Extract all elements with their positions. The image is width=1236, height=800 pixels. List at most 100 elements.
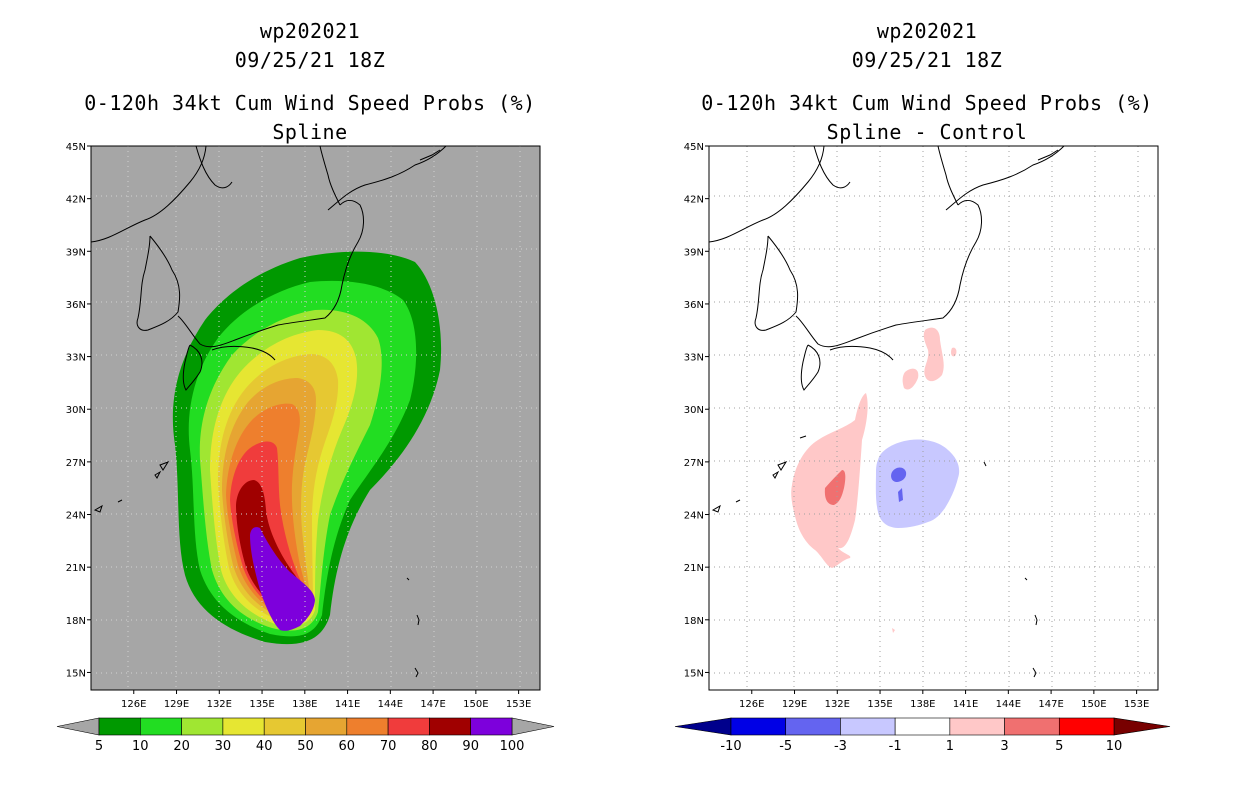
- colorbar-label: 90: [462, 739, 479, 754]
- x-tick-label: 153E: [1124, 699, 1149, 710]
- colorbar-label: -5: [779, 739, 792, 754]
- left-datetime: 09/25/21 18Z: [234, 48, 386, 72]
- colorbar-segment: [730, 717, 787, 736]
- y-tick-label: 33N: [66, 353, 86, 364]
- colorbar-segment: [470, 717, 513, 736]
- x-tick-label: 135E: [867, 699, 892, 710]
- colorbar-label: 60: [339, 739, 356, 754]
- colorbar-label: 20: [173, 739, 190, 754]
- colorbar-segment: [140, 717, 182, 736]
- x-tick-label: 144E: [378, 699, 403, 710]
- contour-pos-1d: [951, 347, 957, 357]
- colorbar-label: 80: [421, 739, 438, 754]
- left-chart-subtitle: Spline: [272, 120, 348, 144]
- right-colorbar: -10 -5 -3 -1 1 3 5 10: [674, 717, 1171, 754]
- x-tick-label: 141E: [335, 699, 360, 710]
- colorbar-label: -10: [720, 739, 741, 754]
- y-tick-label: 24N: [66, 511, 86, 522]
- right-contours: [791, 327, 960, 633]
- colorbar-segment: [98, 717, 141, 736]
- y-tick-label: 15N: [684, 668, 704, 679]
- x-tick-label: 126E: [121, 699, 146, 710]
- left-chart-title: 0-120h 34kt Cum Wind Speed Probs (%): [84, 91, 536, 115]
- colorbar-segment: [949, 717, 1005, 736]
- y-tick-label: 15N: [66, 668, 86, 679]
- left-plot-frame: [90, 145, 541, 691]
- left-islands: [93, 461, 420, 678]
- colorbar-segment: [181, 717, 224, 736]
- y-tick-label: 18N: [684, 616, 704, 627]
- colorbar-label: 5: [1055, 739, 1063, 754]
- x-tick-label: 147E: [420, 699, 445, 710]
- x-tick-label: 147E: [1038, 699, 1063, 710]
- colorbar-segment: [1058, 717, 1115, 736]
- y-tick-label: 27N: [66, 458, 86, 469]
- contour-90: [250, 527, 315, 631]
- y-tick-label: 18N: [66, 616, 86, 627]
- right-plot-frame: [708, 145, 1159, 691]
- y-tick-label: 45N: [684, 142, 704, 153]
- x-tick-label: 132E: [207, 699, 232, 710]
- left-coastlines: [91, 146, 447, 391]
- colorbar-label: 50: [297, 739, 314, 754]
- x-tick-label: 126E: [739, 699, 764, 710]
- right-chart-subtitle: Spline - Control: [826, 120, 1028, 144]
- contour-pos-1c: [923, 327, 944, 382]
- contour-pos-1: [791, 393, 868, 568]
- colorbar-under-arrow: [674, 717, 732, 736]
- right-coastlines: [709, 146, 1065, 391]
- right-storm-id: wp202021: [876, 19, 978, 43]
- colorbar-segment: [1004, 717, 1060, 736]
- colorbar-label: 10: [1106, 739, 1123, 754]
- x-tick-label: 135E: [249, 699, 274, 710]
- colorbar-label: 100: [500, 739, 525, 754]
- colorbar-segment: [785, 717, 841, 736]
- colorbar-segment: [305, 717, 348, 736]
- contour-neg-1: [875, 439, 960, 528]
- x-tick-label: 129E: [782, 699, 807, 710]
- left-storm-id: wp202021: [259, 19, 361, 43]
- x-tick-label: 138E: [910, 699, 935, 710]
- x-tick-label: 144E: [996, 699, 1021, 710]
- colorbar-segment: [894, 717, 951, 736]
- left-grid: [91, 146, 540, 690]
- y-tick-label: 24N: [684, 511, 704, 522]
- colorbar-segment: [429, 717, 471, 736]
- colorbar-label: -1: [889, 739, 902, 754]
- colorbar-over-arrow: [1113, 717, 1171, 736]
- x-tick-label: 150E: [1081, 699, 1106, 710]
- contour-neg-3b: [898, 488, 903, 502]
- y-tick-label: 30N: [684, 405, 704, 416]
- left-contours: [172, 251, 442, 645]
- right-plot-background: [709, 146, 1158, 690]
- colorbar-label: 70: [380, 739, 397, 754]
- colorbar-over-arrow: [511, 717, 555, 736]
- left-colorbar: 5 10 20 30 40 50 60 70 80 90 100: [56, 717, 555, 754]
- right-chart-title: 0-120h 34kt Cum Wind Speed Probs (%): [701, 91, 1153, 115]
- colorbar-label: 10: [132, 739, 149, 754]
- contour-pos-1e: [892, 628, 895, 633]
- x-tick-label: 129E: [164, 699, 189, 710]
- colorbar-segment: [222, 717, 265, 736]
- contour-pos-1b: [902, 368, 919, 390]
- y-tick-label: 42N: [66, 195, 86, 206]
- y-tick-label: 42N: [684, 195, 704, 206]
- right-islands: [711, 435, 1038, 678]
- y-tick-label: 27N: [684, 458, 704, 469]
- right-plot: 126E 129E 132E 135E 138E 141E 144E 147E 150E 153E…: [684, 142, 1159, 710]
- y-tick-label: 45N: [66, 142, 86, 153]
- y-tick-label: 30N: [66, 405, 86, 416]
- colorbar-segment: [840, 717, 896, 736]
- right-datetime: 09/25/21 18Z: [851, 48, 1003, 72]
- x-tick-label: 132E: [825, 699, 850, 710]
- y-tick-label: 36N: [684, 300, 704, 311]
- colorbar-label: 40: [256, 739, 273, 754]
- y-tick-label: 39N: [684, 247, 704, 258]
- x-tick-label: 153E: [506, 699, 531, 710]
- right-grid: [709, 146, 1158, 690]
- x-tick-label: 141E: [953, 699, 978, 710]
- left-plot: 126E 129E 132E 135E 138E 141E 144E 147E 150E 153E…: [66, 142, 541, 710]
- colorbar-label: 30: [215, 739, 232, 754]
- colorbar-segment: [387, 717, 430, 736]
